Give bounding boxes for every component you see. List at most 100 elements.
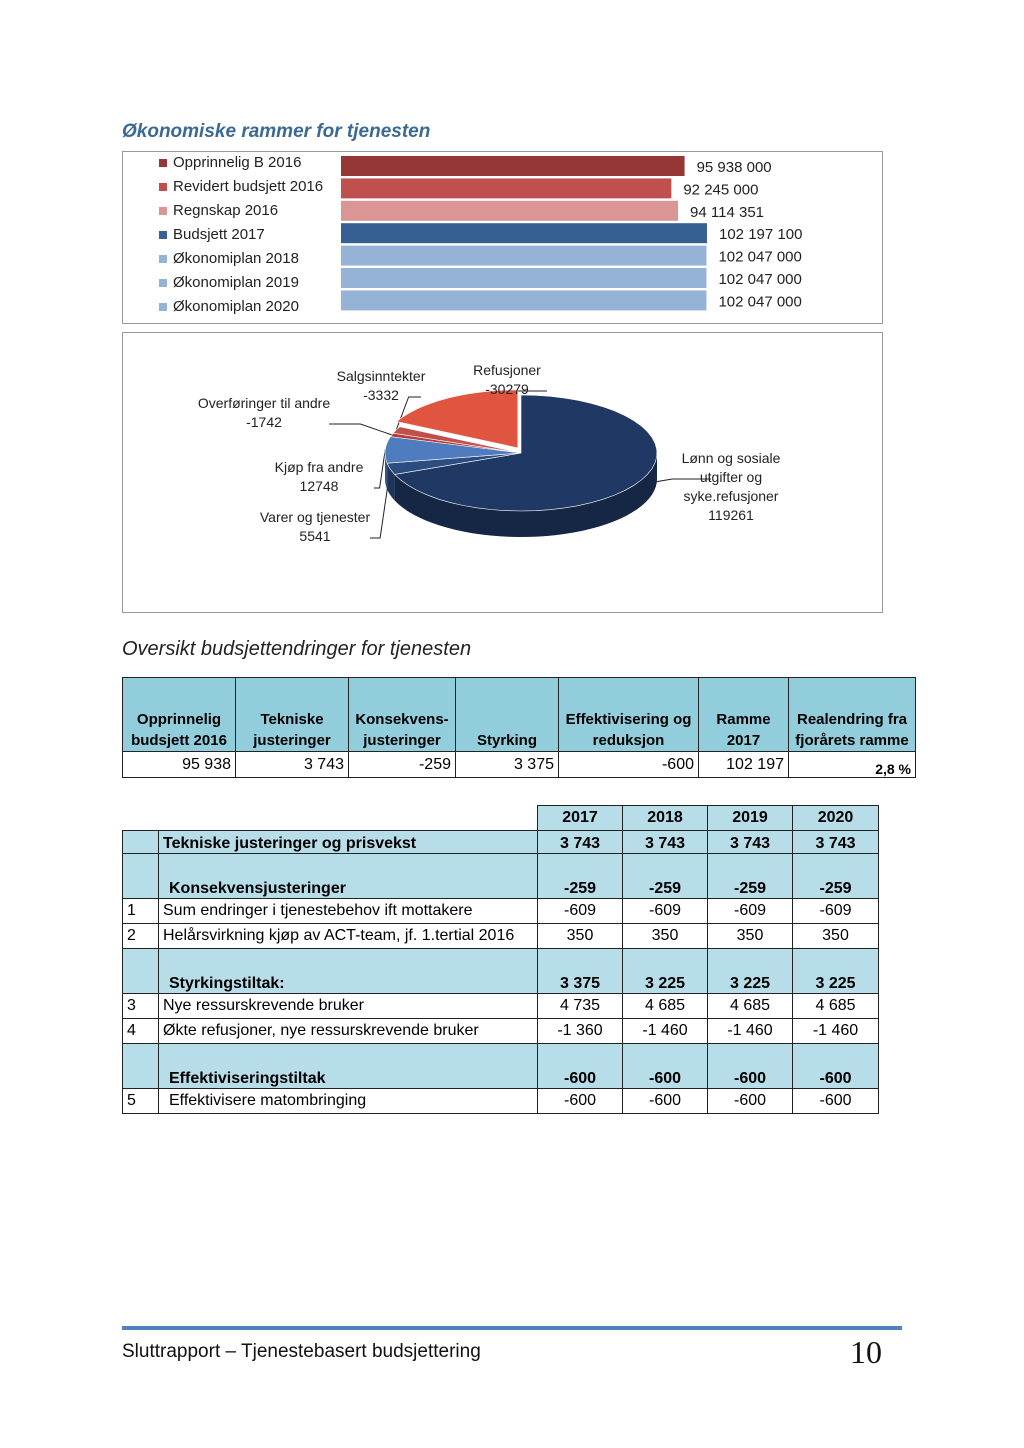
legend-swatch bbox=[159, 159, 167, 167]
footer-rule bbox=[122, 1326, 902, 1330]
pie-chart bbox=[329, 389, 711, 539]
slice-name: Salgsinntekter bbox=[336, 368, 426, 384]
data-cell: 2,8 % bbox=[788, 751, 916, 778]
number-cell bbox=[122, 948, 159, 994]
bar-chart: Opprinnelig B 2016 95 938 000 Revidert bud… bbox=[159, 154, 802, 315]
slice bbox=[384, 436, 522, 464]
footer-text: Sluttrapport – Tjenestebasert budsjetter… bbox=[122, 1341, 481, 1362]
value-label: 102 047 000 bbox=[718, 249, 801, 266]
item-value: 4 685 bbox=[622, 993, 708, 1019]
slice-side-shade bbox=[394, 453, 657, 537]
group-total: 3 743 bbox=[622, 830, 708, 854]
legend-swatch bbox=[159, 231, 167, 239]
section-title: Oversikt budsjettendringer for tjenesten bbox=[122, 638, 472, 660]
slice-name: Refusjoner bbox=[473, 362, 541, 378]
item-value: -1 460 bbox=[622, 1018, 708, 1044]
group-title: Tekniske justeringer og prisvekst bbox=[158, 830, 538, 854]
slice-label: Refusjoner -30279 bbox=[447, 361, 567, 399]
slice-name: Kjøp fra andre bbox=[274, 459, 364, 475]
group-total: 3 375 bbox=[537, 948, 623, 994]
page-number: 10 bbox=[850, 1334, 882, 1370]
item-value: 350 bbox=[622, 923, 708, 949]
value-label: 102 047 000 bbox=[718, 271, 801, 288]
detail-table: 2017 2018 2019 2020 Tekniske justeringer og … bbox=[122, 805, 879, 1114]
number-cell bbox=[122, 1043, 159, 1089]
slice-label: Kjøp fra andre 12748 bbox=[244, 458, 394, 496]
bar bbox=[341, 200, 679, 221]
item-value: -600 bbox=[792, 1088, 879, 1114]
group-total: 3 225 bbox=[622, 948, 708, 994]
slice-value: -30279 bbox=[485, 381, 529, 397]
item-label: Økte refusjoner, nye ressurskrevende bru… bbox=[158, 1018, 538, 1044]
item-number: 2 bbox=[122, 923, 159, 949]
header-row: 2017 2018 2019 2020 bbox=[123, 805, 879, 831]
leader-line bbox=[329, 423, 392, 436]
data-cell: -259 bbox=[348, 751, 456, 778]
item-value: -600 bbox=[537, 1088, 623, 1114]
data-cell: -600 bbox=[558, 751, 699, 778]
item-value: 350 bbox=[707, 923, 793, 949]
number-cell bbox=[122, 830, 159, 854]
group-total: 3 225 bbox=[707, 948, 793, 994]
bar bbox=[341, 290, 707, 311]
header-cell: Ramme 2017 bbox=[698, 677, 789, 752]
group-title: Konsekvensjusteringer bbox=[158, 853, 538, 899]
group-row: Konsekvensjusteringer -259 -259 -259 -259 bbox=[122, 853, 879, 899]
header-cell: Konsekvens-justeringer bbox=[348, 677, 456, 752]
group-title: Styrkingstiltak: bbox=[158, 948, 538, 994]
group-total: -600 bbox=[537, 1043, 623, 1089]
header-cell: Tekniske justeringer bbox=[235, 677, 349, 752]
legend-swatch bbox=[159, 279, 167, 287]
bar bbox=[341, 223, 707, 244]
item-value: -609 bbox=[537, 898, 623, 924]
blank-cell bbox=[123, 806, 159, 831]
legend-label: Budsjett 2017 bbox=[173, 226, 265, 243]
group-total: 3 743 bbox=[792, 830, 879, 854]
legend-label: Økonomiplan 2020 bbox=[173, 298, 299, 315]
item-value: 4 735 bbox=[537, 993, 623, 1019]
group-row: Effektiviseringstiltak -600 -600 -600 -600 bbox=[122, 1043, 879, 1089]
slice-side bbox=[394, 453, 657, 537]
value-label: 102 047 000 bbox=[718, 293, 801, 310]
item-row: 3 Nye ressurskrevende bruker 4 735 4 685 4 6… bbox=[122, 993, 879, 1019]
slice bbox=[392, 426, 522, 454]
data-cell: 102 197 bbox=[698, 751, 789, 778]
item-value: -600 bbox=[622, 1088, 708, 1114]
legend-swatch bbox=[159, 255, 167, 263]
header-cell: 2018 bbox=[622, 805, 708, 831]
item-value: -600 bbox=[707, 1088, 793, 1114]
item-value: -609 bbox=[792, 898, 879, 924]
group-row: Styrkingstiltak: 3 375 3 225 3 225 3 225 bbox=[122, 948, 879, 994]
data-row: 95 938 3 743 -259 3 375 -600 102 197 2,8 % bbox=[122, 751, 916, 778]
item-number: 4 bbox=[122, 1018, 159, 1044]
group-total: -259 bbox=[707, 853, 793, 899]
group-total: -259 bbox=[622, 853, 708, 899]
item-label: Effektivisere matombringing bbox=[158, 1088, 538, 1114]
slice bbox=[395, 389, 519, 449]
header-cell: 2017 bbox=[537, 805, 623, 831]
slice-name: Varer og tjenester bbox=[259, 509, 371, 525]
item-number: 3 bbox=[122, 993, 159, 1019]
slice-label: Varer og tjenester 5541 bbox=[240, 508, 390, 546]
slice bbox=[386, 452, 522, 475]
item-row: 5 Effektivisere matombringing -600 -600 -600… bbox=[122, 1088, 879, 1114]
bar-chart-frame: Opprinnelig B 2016 95 938 000 Revidert bud… bbox=[122, 151, 883, 324]
pie-chart-frame: Lønn og sosiale utgifter og syke.refusjo… bbox=[122, 332, 883, 613]
legend-swatch bbox=[159, 183, 167, 191]
header-cell: 2020 bbox=[792, 805, 879, 831]
legend-label: Økonomiplan 2019 bbox=[173, 274, 299, 291]
slice-label: Salgsinntekter -3332 bbox=[321, 367, 441, 405]
group-total: 3 225 bbox=[792, 948, 879, 994]
item-value: -1 360 bbox=[537, 1018, 623, 1044]
slice-name: Overføringer til andre bbox=[197, 395, 331, 411]
value-label: 94 114 351 bbox=[690, 204, 764, 221]
slice bbox=[393, 394, 658, 512]
group-total: 3 743 bbox=[537, 830, 623, 854]
item-value: 350 bbox=[792, 923, 879, 949]
legend-swatch bbox=[159, 303, 167, 311]
item-row: 1 Sum endringer i tjenestebehov ift motta… bbox=[122, 898, 879, 924]
group-title: Effektiviseringstiltak bbox=[158, 1043, 538, 1089]
value-label: 102 197 100 bbox=[719, 226, 802, 243]
group-total: -600 bbox=[622, 1043, 708, 1089]
item-label: Helårsvirkning kjøp av ACT-team, jf. 1.t… bbox=[158, 923, 538, 949]
